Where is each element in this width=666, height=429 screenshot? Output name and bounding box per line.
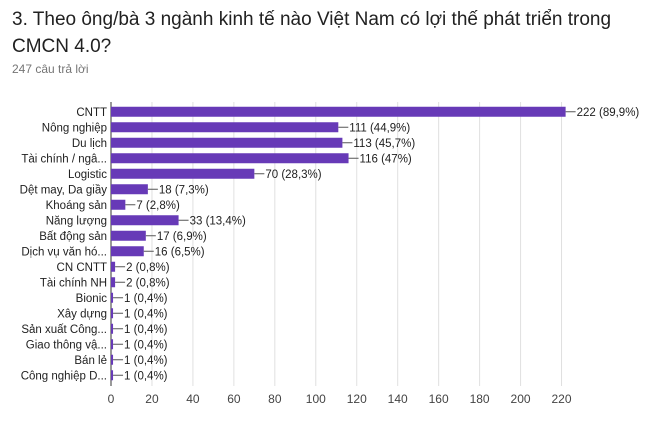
category-label: Bán lẻ [74,355,107,367]
x-tick-label: 120 [347,392,367,406]
category-label: CN CNTT [57,262,107,274]
bar [111,106,566,117]
category-label: Sản xuất Công... [21,324,107,336]
question-title: 3. Theo ông/bà 3 ngành kinh tế nào Việt … [12,9,612,57]
data-label: 33 (13,4%) [190,215,246,227]
category-label: Tài chính / ngâ... [21,153,107,165]
bar [111,137,343,148]
bar [111,215,179,226]
category-label: Nông nghiệp [42,122,107,134]
category-label: Công nghiệp D... [21,370,107,382]
data-label: 17 (6,9%) [157,231,207,243]
category-label: Năng lượng [46,215,107,227]
bar [111,323,114,334]
data-label: 2 (0,8%) [126,262,170,274]
data-label: 2 (0,8%) [126,277,170,289]
data-label: 18 (7,3%) [159,184,209,196]
bar [111,354,114,365]
category-label: Giao thông vậ... [26,339,107,351]
data-label: 7 (2,8%) [136,200,180,212]
x-tick-label: 180 [470,392,490,406]
data-label: 1 (0,4%) [124,339,168,351]
category-label: Bất động sản [39,231,107,243]
bar [111,168,255,179]
category-label: Khoáng sản [46,200,107,212]
bar [111,370,114,381]
category-label: Xây dựng [57,308,107,320]
bar [111,339,114,350]
bar [111,199,126,210]
category-label: Bionic [76,293,108,305]
bar [111,122,339,133]
category-label: CNTT [76,107,107,119]
category-label: Tài chính NH [40,277,107,289]
x-tick-label: 220 [552,392,572,406]
x-tick-label: 140 [388,392,408,406]
data-label: 116 (47%) [360,153,412,165]
bar [111,308,114,319]
category-label: Dịch vụ văn hó... [21,246,107,258]
data-label: 1 (0,4%) [124,355,168,367]
bar [111,277,116,288]
bar [111,184,148,195]
data-label: 1 (0,4%) [124,370,168,382]
bar [111,292,114,303]
x-tick-label: 80 [268,392,282,406]
category-label: Logistic [68,169,107,181]
data-label: 70 (28,3%) [265,169,321,181]
data-label: 113 (45,7%) [353,138,415,150]
category-label: Dệt may, Da giầy [20,184,108,196]
x-tick-label: 40 [186,392,200,406]
bar [111,246,144,257]
data-label: 1 (0,4%) [124,293,168,305]
category-label: Du lịch [72,138,107,150]
x-tick-label: 200 [511,392,531,406]
x-tick-label: 100 [306,392,326,406]
x-tick-label: 20 [145,392,159,406]
data-label: 1 (0,4%) [124,308,168,320]
data-label: 1 (0,4%) [124,324,168,336]
x-tick-label: 60 [227,392,241,406]
bar [111,153,349,164]
x-tick-label: 160 [429,392,449,406]
data-label: 111 (44,9%) [349,122,410,134]
data-label: 222 (89,9%) [577,107,640,119]
x-tick-label: 0 [108,392,115,406]
data-label: 16 (6,5%) [155,246,205,258]
bar [111,261,116,272]
bar [111,230,146,241]
response-count: 247 câu trả lời [12,62,89,76]
